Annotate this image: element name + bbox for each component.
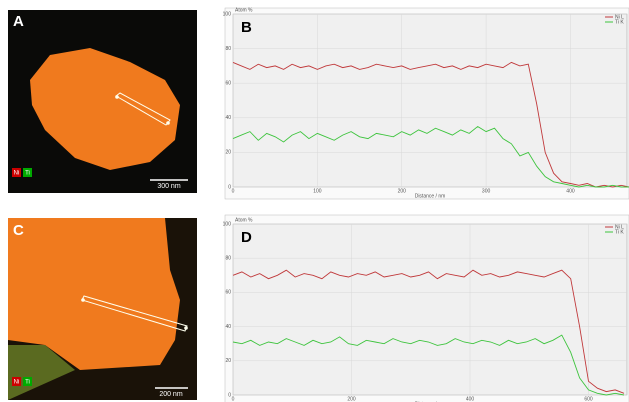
series-line [232,334,625,396]
y-tick-label: 0 [228,392,231,398]
legend-label: Ni L [615,14,624,20]
x-tick-label: 100 [313,188,322,194]
eds-map-c [8,218,197,400]
y-tick-label: 60 [225,290,231,296]
eds-map-a [8,10,197,193]
y-tick-label: 80 [225,46,231,52]
series-line [232,125,629,188]
legend-label: Ti K [615,19,624,25]
panel-label: B [241,19,252,36]
x-tick-label: 0 [232,188,235,194]
y-tick-label: 60 [225,81,231,87]
y-tick-label: 20 [225,150,231,156]
y-tick-label: 20 [225,358,231,364]
legend-ti: Ti [25,380,30,386]
x-tick-label: 400 [466,396,475,402]
y-tick-label: 80 [225,256,231,262]
scale-bar-label: 200 nm [159,391,183,398]
panel-label: D [241,229,252,246]
y-axis-label: Atom % [235,217,253,223]
panel-label: C [13,222,24,239]
series-line [232,269,625,394]
y-tick-label: 100 [223,221,232,227]
y-tick-label: 40 [225,115,231,121]
legend-ni: Ni [14,171,20,177]
plot-area [232,13,628,188]
plot-area [232,223,628,396]
x-tick-label: 200 [398,188,407,194]
y-tick-label: 40 [225,324,231,330]
scale-bar-label: 300 nm [157,183,181,190]
x-tick-label: 600 [584,396,593,402]
legend-label: Ti K [615,229,624,235]
legend-label: Ni L [615,224,624,230]
y-axis-label: Atom % [235,7,253,13]
x-tick-label: 400 [566,188,575,194]
x-axis-label: Distance / nm [415,193,446,199]
y-tick-label: 0 [228,184,231,190]
legend-ni: Ni [14,380,20,386]
x-tick-label: 200 [347,396,356,402]
panel-label: A [13,13,24,30]
series-line [232,61,629,188]
y-tick-label: 100 [223,11,232,17]
x-tick-label: 300 [482,188,491,194]
legend-ti: Ti [25,171,30,177]
x-tick-label: 0 [232,396,235,402]
